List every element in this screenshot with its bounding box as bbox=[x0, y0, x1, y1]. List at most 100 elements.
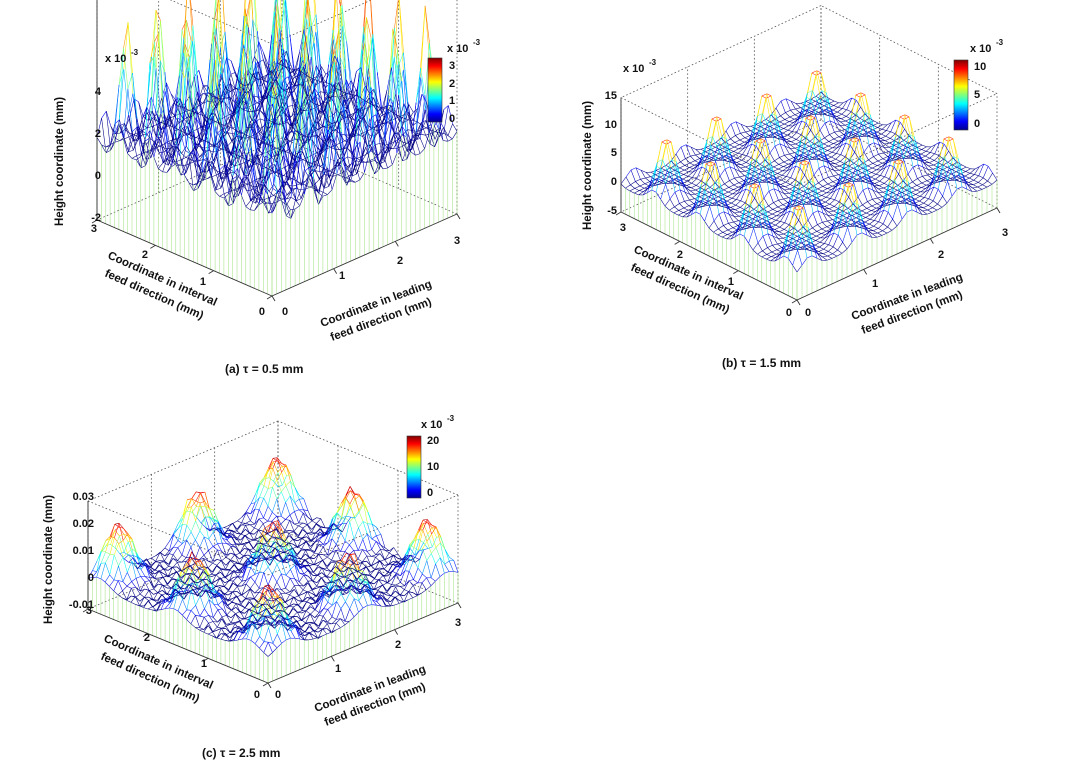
surface-mesh-line bbox=[230, 162, 236, 167]
surface-mesh-line bbox=[220, 164, 226, 178]
surface-mesh-line bbox=[261, 76, 267, 93]
surface-mesh-line bbox=[416, 129, 422, 132]
surface-mesh-line bbox=[382, 90, 388, 114]
surface-mesh-line bbox=[331, 173, 338, 190]
surface-mesh-line bbox=[314, 111, 320, 123]
surface-mesh-line bbox=[790, 165, 797, 178]
surface-mesh-line bbox=[229, 114, 234, 116]
surface-mesh-line bbox=[310, 31, 317, 58]
surface-mesh-line bbox=[263, 91, 269, 126]
surface-mesh-line bbox=[817, 101, 823, 113]
surface-mesh-line bbox=[722, 196, 728, 200]
surface-mesh-line bbox=[791, 132, 797, 138]
surface-mesh-line bbox=[439, 132, 444, 134]
surface-mesh-line bbox=[291, 185, 297, 187]
surface-mesh-line bbox=[254, 134, 260, 148]
surface-mesh-line bbox=[682, 213, 688, 218]
surface-mesh-line bbox=[711, 192, 717, 204]
surface-mesh-line bbox=[247, 183, 252, 187]
surface-mesh-line bbox=[978, 177, 984, 183]
surface-mesh-line bbox=[276, 187, 282, 195]
surface-mesh-line bbox=[796, 120, 803, 133]
surface-mesh-line bbox=[766, 95, 772, 99]
surface-mesh-line bbox=[174, 127, 179, 130]
surface-mesh-line bbox=[230, 72, 236, 75]
surface-mesh-line bbox=[399, 116, 405, 119]
surface-mesh-line bbox=[259, 118, 265, 139]
surface-mesh-line bbox=[368, 146, 375, 154]
surface-mesh-line bbox=[344, 69, 350, 136]
surface-mesh-line bbox=[788, 122, 794, 127]
surface-mesh-line bbox=[878, 223, 884, 229]
surface-mesh-line bbox=[965, 168, 971, 172]
surface-mesh-line bbox=[915, 191, 921, 195]
surface-mesh-line bbox=[361, 146, 367, 157]
surface-mesh-line bbox=[760, 140, 766, 144]
surface-mesh-line bbox=[447, 138, 453, 142]
surface-mesh-line bbox=[393, 94, 399, 134]
surface-mesh-line bbox=[878, 187, 884, 190]
surface-mesh-line bbox=[761, 254, 767, 258]
surface-mesh-line bbox=[670, 164, 676, 169]
surface-mesh-line bbox=[341, 166, 347, 183]
surface-mesh-line bbox=[360, 41, 366, 108]
surface-mesh-line bbox=[413, 108, 418, 113]
surface-mesh-line bbox=[346, 174, 352, 186]
surface-mesh-line bbox=[335, 129, 341, 144]
surface-mesh-line bbox=[877, 124, 883, 128]
surface-mesh-line bbox=[221, 175, 227, 180]
surface-mesh-line bbox=[357, 49, 363, 115]
surface-mesh-line bbox=[837, 102, 844, 108]
surface-mesh-line bbox=[291, 158, 297, 190]
surface-mesh-line bbox=[339, 148, 345, 159]
surface-mesh-line bbox=[150, 145, 155, 154]
surface-mesh-line bbox=[298, 33, 304, 132]
surface-mesh-line bbox=[448, 105, 453, 124]
surface-mesh-line bbox=[244, 77, 250, 92]
surface-mesh-line bbox=[164, 114, 170, 142]
surface-mesh-line bbox=[406, 148, 412, 150]
surface-mesh-line bbox=[285, 151, 290, 154]
surface-mesh-line bbox=[742, 141, 749, 150]
surface-mesh-line bbox=[815, 204, 821, 206]
surface-mesh-line bbox=[193, 182, 199, 191]
surface-mesh-line bbox=[772, 211, 778, 215]
surface-mesh-line bbox=[193, 149, 199, 165]
surface-mesh-line bbox=[239, 149, 245, 163]
surface-mesh-line bbox=[288, 86, 294, 97]
surface-mesh-line bbox=[386, 67, 392, 91]
surface-mesh-line bbox=[292, 152, 298, 164]
surface-mesh-line bbox=[216, 187, 221, 190]
surface-mesh-line bbox=[829, 199, 835, 205]
surface-mesh-line bbox=[860, 92, 867, 113]
surface-mesh-line bbox=[687, 177, 693, 182]
surface-mesh-line bbox=[328, 168, 334, 172]
surface-mesh-line bbox=[284, 96, 289, 99]
surface-mesh-line bbox=[213, 142, 219, 148]
surface-mesh-line bbox=[372, 104, 378, 112]
surface-mesh-line bbox=[675, 161, 681, 166]
surface-mesh-line bbox=[204, 147, 210, 149]
surface-mesh-line bbox=[185, 153, 191, 166]
surface-mesh-line bbox=[269, 120, 274, 123]
surface-mesh-line bbox=[241, 183, 248, 191]
surface-mesh-line bbox=[699, 194, 705, 198]
surface-mesh-line bbox=[290, 132, 296, 142]
surface-mesh-line bbox=[774, 143, 781, 147]
surface-mesh-line bbox=[173, 139, 179, 141]
surface-mesh-line bbox=[364, 153, 370, 173]
surface-mesh-line bbox=[229, 77, 235, 102]
surface-mesh-line bbox=[361, 17, 367, 100]
surface-mesh-line bbox=[315, 149, 321, 162]
surface-mesh-line bbox=[216, 0, 221, 48]
surface-mesh-line bbox=[284, 90, 290, 93]
surface-mesh-line bbox=[346, 169, 352, 174]
surface-mesh-line bbox=[231, 136, 237, 142]
surface-mesh-line bbox=[779, 143, 786, 147]
surface-mesh-line bbox=[330, 147, 336, 150]
surface-mesh-line bbox=[818, 248, 824, 252]
surface-mesh-line bbox=[756, 179, 763, 183]
surface-mesh-line bbox=[182, 131, 188, 135]
surface-mesh-line bbox=[194, 153, 200, 168]
surface-mesh-line bbox=[216, 170, 222, 180]
